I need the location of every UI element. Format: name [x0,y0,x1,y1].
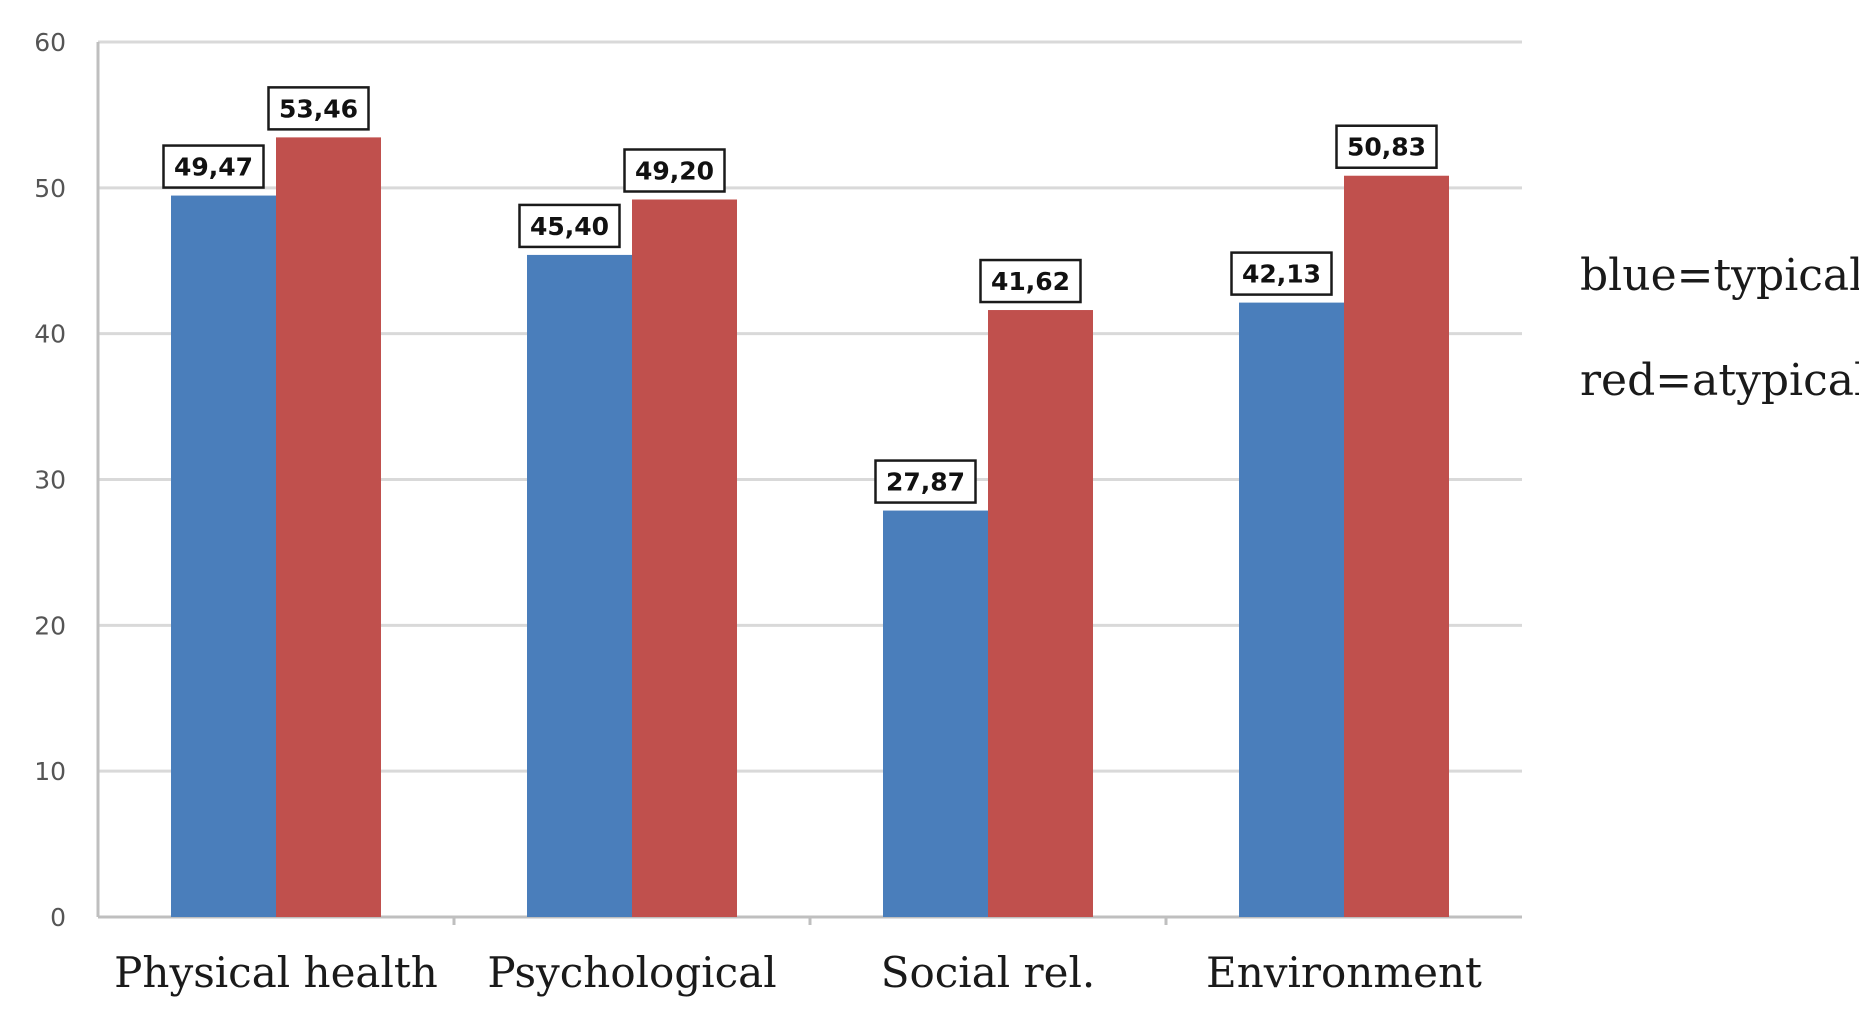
data-label: 42,13 [1242,260,1321,289]
bar [171,195,276,917]
data-labels: 49,47 53,46 45,40 49,20 27,87 41,62 42,13 50,83 [162,86,1438,504]
data-label: 41,62 [991,267,1070,296]
data-label-box [874,459,977,504]
data-label: 45,40 [530,212,609,241]
data-label: 49,47 [174,153,253,182]
bar [1344,175,1449,917]
y-tick-label: 60 [34,28,66,57]
data-label-box [623,148,726,193]
legend-note-typical: blue=typical [1580,250,1859,301]
data-label-box [518,203,621,249]
bar [1239,302,1344,918]
data-label: 50,83 [1347,133,1426,162]
data-label-box [1230,251,1333,296]
bar [276,137,381,917]
x-tick-label: Physical health [114,948,438,997]
bar [527,254,632,917]
x-tick-label: Psychological [487,948,776,997]
bars [171,137,1449,918]
y-tick-label: 30 [34,466,66,495]
data-label: 53,46 [279,94,358,123]
bar [988,310,1093,918]
y-tick-label: 0 [50,903,66,932]
legend-note-atypical: red=atypical [1580,355,1859,406]
y-tick-label: 50 [34,174,66,203]
data-label-box [979,258,1082,304]
x-tick-label: Social rel. [881,948,1096,997]
data-label: 27,87 [886,468,965,497]
y-tick-label: 40 [34,320,66,349]
data-label-box [1335,124,1438,169]
data-label: 49,20 [635,157,714,186]
data-label-box [267,86,370,131]
bar [632,199,737,917]
y-tick-label: 20 [34,611,66,640]
bar [883,510,988,917]
data-label-box [162,144,265,189]
y-tick-label: 10 [34,757,66,786]
tick-labels: 0 10 20 30 40 50 60 Physical health Psychologica… [34,28,1482,997]
x-tick-label: Environment [1206,948,1482,997]
